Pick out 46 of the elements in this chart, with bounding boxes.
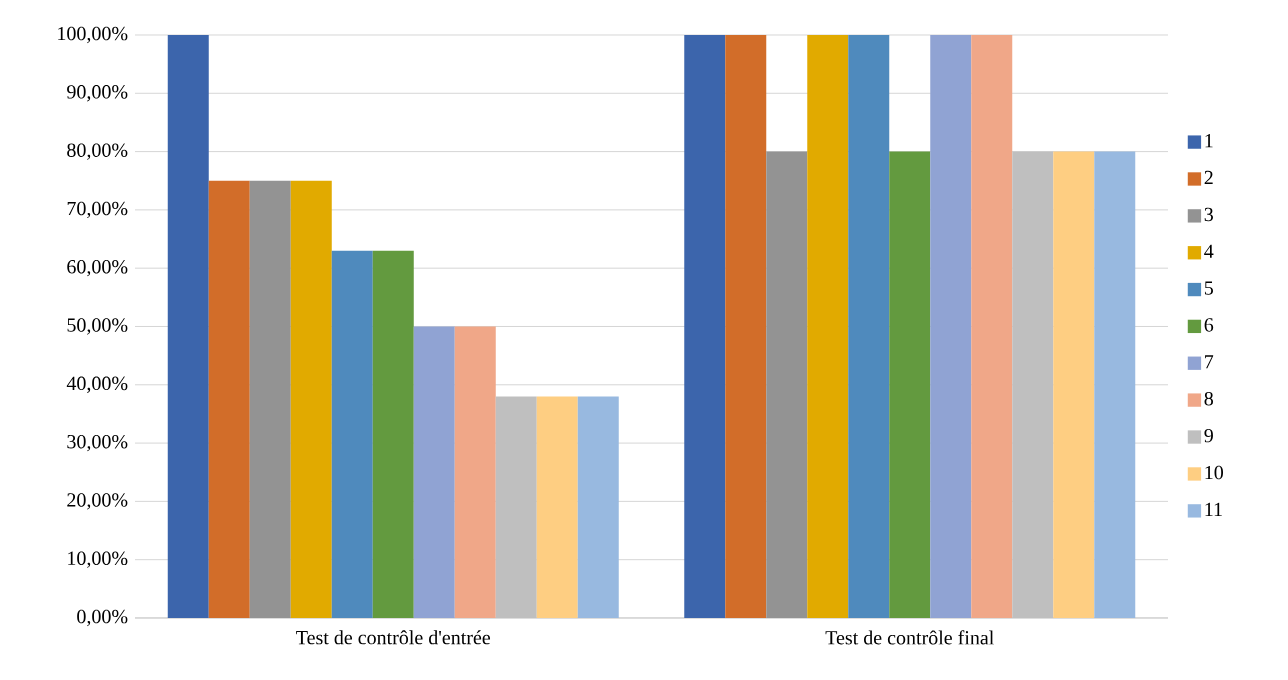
y-tick-label: 50,00% [67,318,128,335]
bar [971,34,1013,618]
y-tick-label: 90,00% [67,85,128,102]
y-tick-label: 100,00% [58,26,128,44]
bar [536,396,578,618]
bar [495,396,537,618]
bar [1012,151,1054,618]
bar [290,180,332,618]
y-tick-label: 20,00% [67,493,128,510]
bar [930,34,972,618]
y-tick-label: 70,00% [67,201,128,219]
bar [577,396,619,618]
y-tick-label: 80,00% [67,143,128,160]
y-tick-label: 60,00% [67,260,128,277]
bar [454,326,496,618]
bar [1053,151,1095,618]
bar [848,34,890,618]
legend-label: 4 [1204,244,1214,258]
bar [889,151,931,618]
bar [413,326,455,618]
bar [766,151,808,618]
bar [684,34,726,618]
bar [725,34,767,618]
legend-label: 8 [1204,391,1214,406]
y-tick-label: 30,00% [67,434,128,452]
legend-label: 11 [1205,502,1222,516]
legend-label: 3 [1204,207,1213,222]
legend-label: 7 [1205,355,1214,369]
legend-label: 10 [1205,465,1224,480]
bar [1094,151,1136,618]
legend-label: 1 [1205,134,1213,148]
legend-label: 6 [1204,318,1214,332]
bar [807,34,849,618]
bar [208,180,250,618]
legend-label: 5 [1204,281,1213,295]
bar [167,34,209,618]
legend-label: 9 [1204,428,1213,443]
bar [331,250,373,618]
y-tick-label: 40,00% [66,376,128,393]
x-tick-label: Test de contrôle final [825,630,994,645]
y-tick-label: 0,00% [77,609,128,627]
x-tick-label: Test de contrôle d'entrée [296,630,491,645]
bar [249,180,291,618]
bar [372,250,414,618]
y-tick-label: 10,00% [68,551,128,568]
legend-label: 2 [1204,170,1213,185]
